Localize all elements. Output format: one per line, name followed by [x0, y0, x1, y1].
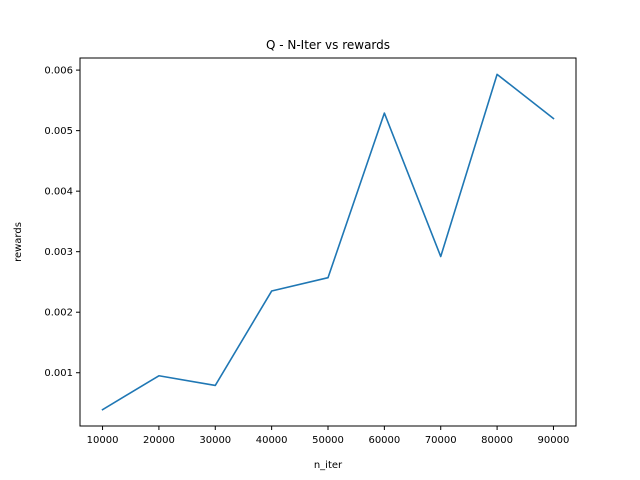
x-axis-label: n_iter	[314, 460, 343, 471]
x-tick-label: 70000	[425, 435, 457, 446]
x-tick-label: 60000	[368, 435, 400, 446]
x-tick-label: 90000	[538, 435, 570, 446]
y-tick-label: 0.004	[44, 187, 73, 198]
x-tick-label: 80000	[481, 435, 513, 446]
y-tick-label: 0.005	[44, 126, 73, 137]
plot-area: 10000 20000 30000 40000 50000 60000 70000 80000…	[44, 66, 569, 446]
x-tick-label: 30000	[199, 435, 231, 446]
x-tick-label: 40000	[256, 435, 288, 446]
x-tick-label: 20000	[143, 435, 175, 446]
y-tick-label: 0.002	[44, 308, 73, 319]
chart-title: Q - N-Iter vs rewards	[266, 38, 390, 52]
y-axis-label: rewards	[13, 222, 24, 262]
plot-frame	[79, 57, 577, 427]
y-tick-label: 0.001	[44, 368, 73, 379]
y-tick-label: 0.003	[44, 247, 73, 258]
x-tick-label: 10000	[87, 435, 119, 446]
y-tick-label: 0.006	[44, 66, 73, 77]
series-line	[101, 73, 555, 411]
x-tick-label: 50000	[312, 435, 344, 446]
